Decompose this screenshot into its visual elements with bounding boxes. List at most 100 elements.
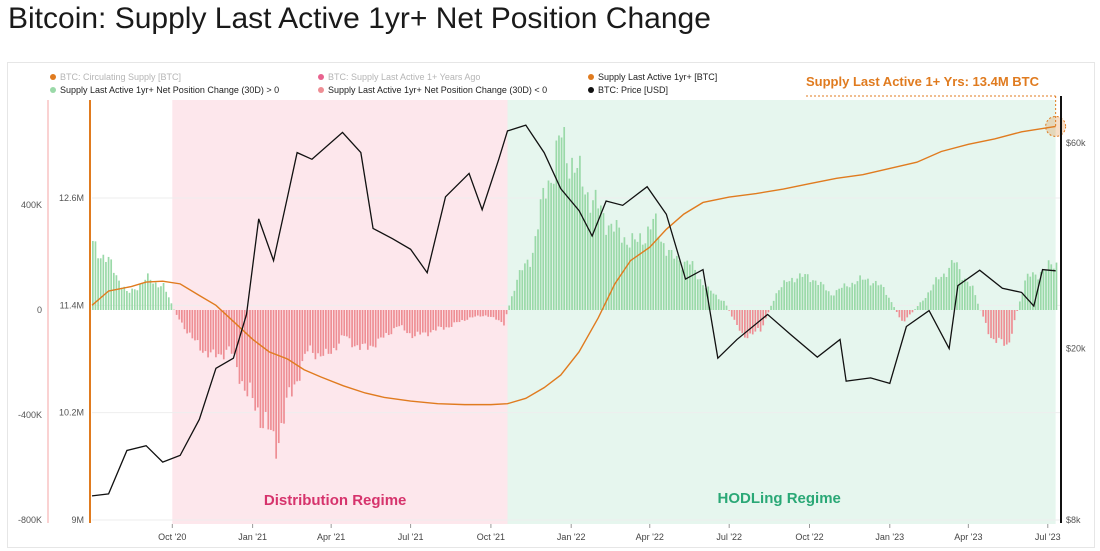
net-change-bar xyxy=(977,303,979,310)
net-change-bar xyxy=(932,284,935,310)
net-change-bar xyxy=(903,310,906,322)
net-change-bar xyxy=(675,255,678,310)
net-change-bar xyxy=(251,310,254,399)
net-change-bar xyxy=(110,259,113,310)
net-change-bar xyxy=(880,284,882,310)
x-axis-tick-label: Apr '21 xyxy=(317,532,345,542)
legend-item-circulating[interactable]: BTC: Circulating Supply [BTC] xyxy=(50,72,181,82)
net-change-bar xyxy=(550,182,552,310)
net-change-bar xyxy=(888,297,890,310)
legend-item-supply-1yr[interactable]: Supply Last Active 1yr+ [BTC] xyxy=(588,72,717,82)
net-change-bar xyxy=(249,310,251,383)
x-axis-tick-label: Jan '22 xyxy=(557,532,586,542)
net-change-bar xyxy=(754,310,757,332)
net-change-bar xyxy=(521,270,524,310)
net-change-bar xyxy=(990,310,992,339)
net-change-bar xyxy=(631,233,634,310)
net-change-bar xyxy=(704,288,707,310)
net-change-bar xyxy=(542,187,545,310)
net-change-bar xyxy=(618,227,621,310)
net-change-bar xyxy=(105,261,107,310)
price-line xyxy=(91,124,1056,497)
net-change-bar xyxy=(139,283,141,310)
net-change-bar xyxy=(723,300,725,310)
distribution-regime-label: Distribution Regime xyxy=(263,492,407,509)
net-change-bar xyxy=(162,282,165,310)
net-change-bar xyxy=(1042,270,1045,310)
net-change-bar xyxy=(471,310,474,318)
net-change-bar xyxy=(854,284,856,310)
net-change-bar xyxy=(1000,310,1003,340)
net-change-bar xyxy=(639,233,641,310)
net-change-bar xyxy=(513,290,516,310)
left-axis-tick-label: -800K xyxy=(18,515,42,525)
net-change-bar xyxy=(683,261,686,310)
net-change-bar xyxy=(620,242,623,310)
net-change-bar xyxy=(927,292,930,310)
net-change-bar xyxy=(846,286,848,310)
x-axis-tick-label: Jan '21 xyxy=(238,532,267,542)
x-axis-tick-label: Jan '23 xyxy=(875,532,904,542)
net-change-bar xyxy=(785,281,788,310)
net-change-bar xyxy=(419,310,422,335)
net-change-bar xyxy=(301,310,304,362)
net-change-bar xyxy=(152,283,154,310)
legend-item-net-negative[interactable]: Supply Last Active 1yr+ Net Position Cha… xyxy=(318,85,547,95)
net-change-bar xyxy=(565,163,568,310)
net-change-bar xyxy=(775,293,778,310)
net-change-bar xyxy=(495,310,497,320)
net-change-bar xyxy=(461,310,463,321)
net-change-bar xyxy=(131,288,133,310)
net-change-bar xyxy=(560,137,563,310)
net-change-bar xyxy=(1026,273,1029,310)
net-change-bar xyxy=(175,310,178,315)
annotation-marker xyxy=(1045,115,1067,137)
net-change-bar xyxy=(628,247,631,310)
net-change-bar xyxy=(1053,268,1055,310)
net-change-bar xyxy=(372,310,374,347)
net-change-bar xyxy=(524,263,526,310)
legend-label: BTC: Supply Last Active 1+ Years Ago xyxy=(328,72,481,82)
net-change-bar xyxy=(133,289,136,310)
net-change-bar xyxy=(898,310,901,318)
legend-dot-icon xyxy=(50,87,56,93)
net-change-bar xyxy=(958,269,961,310)
net-change-bar xyxy=(568,178,571,310)
legend-label: Supply Last Active 1yr+ Net Position Cha… xyxy=(328,85,548,95)
net-change-bar xyxy=(547,180,550,310)
mid-axis-tick-label: 10.2M xyxy=(59,408,84,418)
net-change-bar xyxy=(793,282,796,310)
net-change-bar xyxy=(340,310,343,336)
net-change-bar xyxy=(149,279,152,310)
net-change-bar xyxy=(280,310,283,424)
page-title: Bitcoin: Supply Last Active 1yr+ Net Pos… xyxy=(8,2,711,35)
net-change-bar xyxy=(859,275,861,310)
legend-item-supply-1yr-ago[interactable]: BTC: Supply Last Active 1+ Years Ago xyxy=(318,72,480,82)
legend-item-price[interactable]: BTC: Price [USD] xyxy=(588,85,668,95)
net-change-bar xyxy=(469,310,471,318)
net-change-bar xyxy=(579,155,581,310)
net-change-bar xyxy=(285,310,288,398)
net-change-bar xyxy=(259,310,262,428)
net-change-bar xyxy=(322,310,325,356)
net-change-bar xyxy=(589,212,592,310)
net-change-bar xyxy=(597,208,600,310)
legend-item-net-positive[interactable]: Supply Last Active 1yr+ Net Position Cha… xyxy=(50,85,279,95)
net-change-bar xyxy=(450,310,453,327)
net-change-bar xyxy=(215,310,217,358)
net-change-bar xyxy=(738,310,741,331)
net-change-bar xyxy=(668,249,670,310)
net-change-bar xyxy=(882,287,885,310)
right-axis-tick-label: $60k xyxy=(1066,138,1086,148)
net-change-bar xyxy=(254,310,257,411)
net-change-bar xyxy=(872,283,875,310)
net-change-bar xyxy=(895,310,898,312)
net-change-bar xyxy=(490,310,492,317)
net-change-bar xyxy=(144,279,147,310)
net-change-bar xyxy=(681,269,683,310)
net-change-bar xyxy=(398,310,401,327)
x-axis-tick-label: Jul '21 xyxy=(398,532,424,542)
net-change-bar xyxy=(974,295,977,310)
net-change-bar xyxy=(615,220,618,310)
net-change-bar xyxy=(788,281,791,310)
